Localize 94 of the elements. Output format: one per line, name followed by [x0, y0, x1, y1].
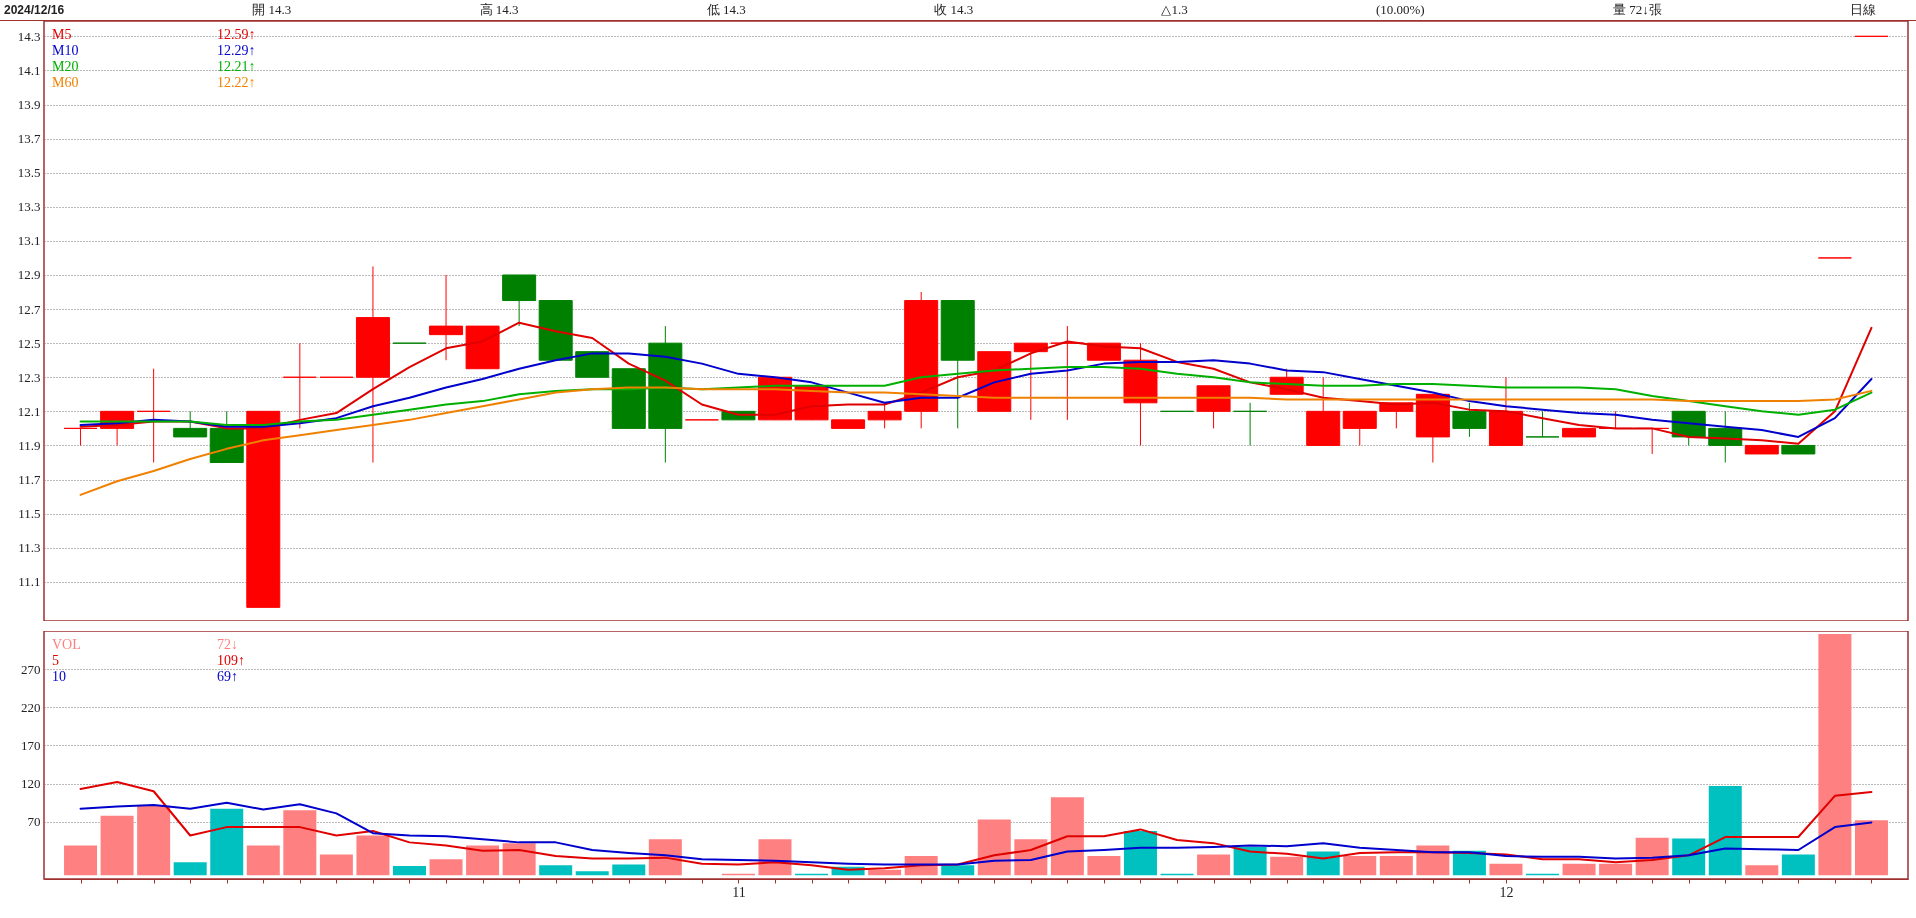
bar	[246, 845, 280, 876]
annotation: 12.22↑	[217, 75, 256, 90]
y-tick-label: 13.1	[17, 233, 41, 249]
text: VOL	[52, 637, 81, 652]
y-tick-label: 11.1	[18, 574, 41, 590]
y-tick-label: 70	[27, 814, 41, 830]
text: 高 14.3	[479, 1, 519, 19]
y-tick-label: 13.3	[17, 199, 41, 215]
y-tick-label: 14.3	[17, 28, 41, 44]
line-series	[79, 801, 1873, 866]
bar	[868, 869, 902, 876]
annotation: 69↑	[217, 669, 238, 684]
bar	[1416, 845, 1450, 876]
annotation: 12.29↑	[217, 43, 256, 58]
bar	[173, 862, 207, 876]
bar	[1123, 830, 1157, 876]
text: M5	[52, 27, 72, 42]
x-tick-label: 11	[732, 884, 746, 900]
annotation: 12.21↑	[217, 59, 256, 74]
y-tick-label: 12.5	[17, 335, 41, 351]
y-tick-label: 12.1	[17, 403, 41, 419]
line-series	[79, 386, 1873, 496]
bar	[1087, 856, 1121, 876]
y-tick-label: 14.1	[17, 62, 41, 78]
y-tick-label: 11.9	[18, 437, 41, 453]
text: 日線	[1849, 1, 1876, 19]
y-tick-label: 120	[21, 776, 41, 792]
bar	[1233, 846, 1267, 876]
bar	[1197, 854, 1231, 876]
bar	[1781, 854, 1815, 876]
bar	[319, 854, 353, 876]
y-tick-label: 12.3	[17, 369, 41, 385]
x-tick-label: 12	[1499, 884, 1514, 900]
annotation: 12.59↑	[217, 27, 256, 42]
y-tick-label: 13.7	[17, 131, 41, 147]
bar	[137, 805, 171, 876]
text: 10	[52, 669, 66, 684]
line-series	[79, 352, 1873, 438]
bar	[977, 819, 1011, 876]
bar	[612, 864, 646, 876]
y-tick-label: 12.7	[17, 301, 41, 317]
text: △1.3	[1161, 2, 1188, 18]
bar	[1708, 785, 1742, 876]
bar	[283, 810, 317, 876]
bar	[1343, 856, 1377, 876]
y-tick-label: 13.5	[17, 165, 41, 181]
y-tick-label: 13.9	[17, 97, 41, 113]
bar	[429, 859, 463, 876]
line-series	[79, 781, 1873, 871]
bar	[941, 865, 975, 876]
bar	[210, 808, 244, 876]
chart-title: 2024/12/16	[4, 3, 65, 17]
annotation: 72↓	[217, 637, 238, 652]
text: 低 14.3	[706, 1, 746, 19]
text: M60	[52, 75, 79, 90]
text: (10.00%)	[1375, 2, 1425, 18]
bar	[100, 815, 134, 876]
bar	[1818, 634, 1852, 876]
candlestick	[63, 427, 98, 446]
bar	[575, 871, 609, 876]
bar	[392, 866, 426, 876]
annotation: 109↑	[217, 653, 245, 668]
bar	[502, 843, 536, 876]
bar	[1562, 863, 1596, 876]
y-tick-label: 11.7	[18, 472, 41, 488]
text: 量 72↓張	[1612, 1, 1662, 19]
bar	[1050, 797, 1084, 876]
text: 5	[52, 653, 59, 668]
text: M20	[52, 59, 79, 74]
bar	[1745, 865, 1779, 876]
y-tick-label: 11.3	[18, 540, 41, 556]
bar	[1599, 863, 1633, 876]
candlestick	[282, 342, 317, 429]
y-tick-label: 220	[21, 699, 41, 715]
bar	[466, 845, 500, 876]
candlestick	[136, 368, 171, 463]
candlestick	[429, 274, 464, 361]
text: M10	[52, 43, 79, 58]
bar	[539, 865, 573, 876]
candlestick	[1233, 402, 1268, 446]
y-tick-label: 170	[21, 737, 41, 753]
bar	[1854, 820, 1888, 876]
bar	[1489, 863, 1523, 876]
bar	[356, 835, 390, 876]
text: 開 14.3	[252, 1, 292, 19]
y-tick-label: 11.5	[18, 506, 41, 522]
bar	[64, 845, 98, 876]
line-series	[79, 366, 1873, 426]
bar	[1379, 856, 1413, 876]
y-tick-label: 12.9	[17, 267, 41, 283]
candlestick	[1525, 410, 1560, 438]
bar	[1270, 856, 1304, 876]
y-tick-label: 270	[21, 661, 41, 677]
text: 收 14.3	[934, 1, 974, 19]
